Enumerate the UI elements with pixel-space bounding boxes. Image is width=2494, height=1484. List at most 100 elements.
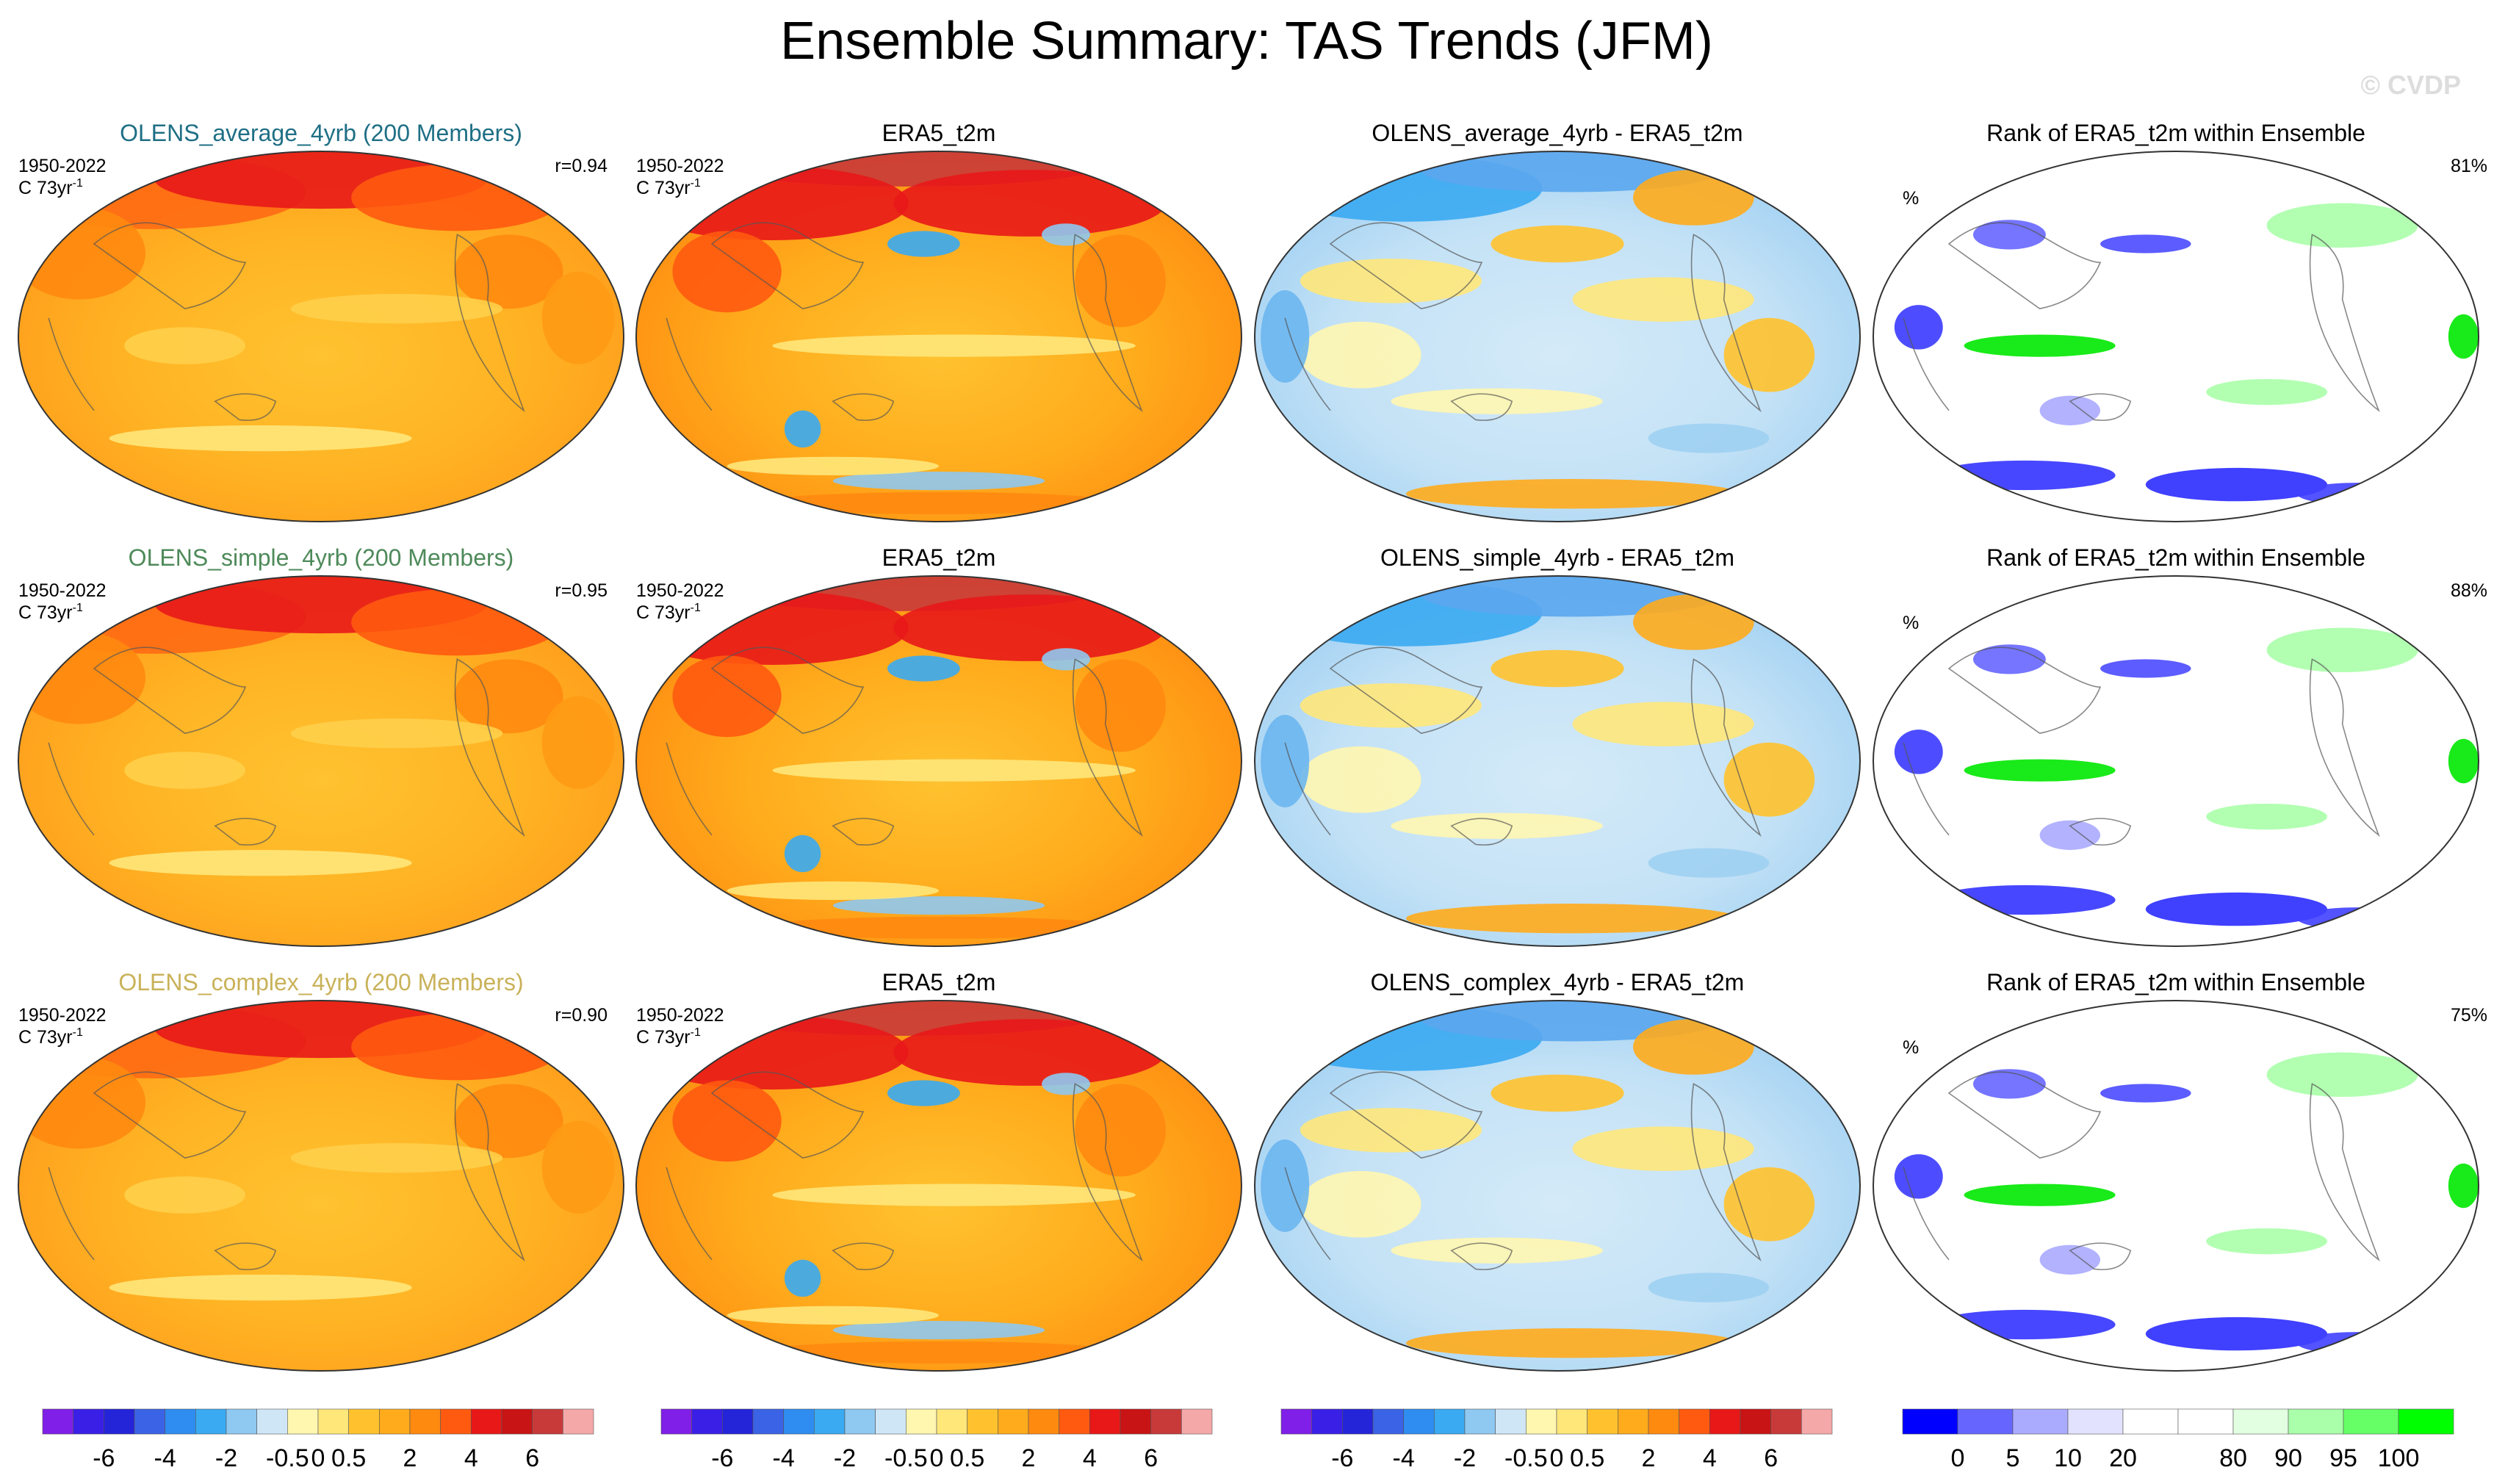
anomaly-region (1042, 1073, 1091, 1095)
panel-title: OLENS_simple_4yrb - ERA5_t2m (1380, 544, 1734, 571)
anomaly-region (1723, 1167, 1815, 1242)
rank-percent-label: 75% (2451, 1005, 2487, 1026)
anomaly-region (2145, 892, 2327, 926)
coastline (666, 1167, 713, 1261)
period-label: 1950-2022 (636, 580, 724, 601)
colorbar-swatch (1740, 1408, 1771, 1435)
map-panel: Rank of ERA5_t2m within Ensemble% 75% (1873, 969, 2487, 1372)
period-label: 1950-2022 (18, 1005, 107, 1026)
anomaly-region (784, 410, 821, 448)
colorbar-swatch (2398, 1408, 2454, 1435)
colorbar-swatch (1028, 1408, 1059, 1435)
anomaly-region (1933, 460, 2116, 491)
correlation-label: r=0.94 (555, 156, 608, 176)
units-label: C 73yr-1 (636, 602, 701, 623)
colorbar-swatch (1150, 1408, 1182, 1435)
anomaly-region (290, 1143, 503, 1173)
anomaly-region (672, 655, 782, 738)
anomaly-region (2039, 1245, 2100, 1275)
colorbar-tick-label: -4 (773, 1444, 795, 1472)
anomaly-region (290, 294, 503, 324)
anomaly-region (2448, 314, 2479, 359)
anomaly-region (541, 271, 615, 364)
anomaly-region (1572, 702, 1754, 746)
anomaly-region (1964, 759, 2116, 782)
colorbar-swatch (440, 1408, 472, 1435)
coastline (48, 317, 95, 411)
correlation-label: r=0.95 (555, 580, 608, 601)
colorbar-swatch (844, 1408, 876, 1435)
anomaly-region (1406, 1328, 1740, 1358)
colorbar-swatch (1902, 1408, 1958, 1435)
anomaly-region (2039, 395, 2100, 425)
anomaly-region (727, 881, 939, 900)
anomaly-region (124, 1176, 245, 1214)
anomaly-region (1391, 1237, 1603, 1264)
colorbar-tick-label: -2 (834, 1444, 856, 1472)
anomaly-region (772, 759, 1136, 782)
anomaly-region (290, 718, 503, 749)
colorbar-tick-label: 0.5 (331, 1444, 366, 1472)
map-outline (1873, 1000, 2479, 1372)
coastline (1903, 742, 1950, 836)
anomaly-region (1964, 334, 2116, 357)
colorbar-swatch (317, 1408, 349, 1435)
colorbar-tick-label: 6 (1144, 1444, 1158, 1472)
colorbar-swatch (1464, 1408, 1496, 1435)
colorbar-swatch (1434, 1408, 1466, 1435)
map-panel: OLENS_simple_4yrb - ERA5_t2m (1254, 544, 1861, 947)
units-exponent: -1 (73, 177, 83, 190)
anomaly-region (727, 1305, 939, 1325)
units-exponent: -1 (691, 1026, 701, 1039)
colorbar-tick-label: 4 (1703, 1444, 1717, 1472)
map-features (1894, 1052, 2479, 1355)
anomaly-region (2206, 803, 2328, 830)
correlation-label: r=0.90 (555, 1005, 608, 1026)
colorbar-swatch (906, 1408, 937, 1435)
units-label: C 73yr-1 (18, 1026, 83, 1048)
colorbar-tick-label: -2 (1454, 1444, 1476, 1472)
anomaly-region (541, 1120, 615, 1214)
units-label: C 73yr-1 (636, 1026, 701, 1048)
panel-title: Rank of ERA5_t2m within Ensemble (1986, 544, 2365, 571)
map-outline (1254, 151, 1861, 522)
coastline (48, 1167, 95, 1261)
anomaly-region (672, 1080, 782, 1162)
anomaly-region (1972, 644, 2046, 674)
anomaly-region (1406, 479, 1740, 509)
anomaly-region (454, 234, 563, 309)
coastline (1072, 1083, 1143, 1262)
colorbar-swatch (1280, 1408, 1312, 1435)
coastline (710, 222, 865, 310)
colorbar-swatch (1618, 1408, 1649, 1435)
anomaly-region (2206, 378, 2328, 406)
map-panel: Rank of ERA5_t2m within Ensemble% 88% (1873, 544, 2487, 947)
anomaly-region (1261, 290, 1310, 383)
anomaly-region (1723, 742, 1815, 817)
coastline (2309, 658, 2380, 838)
colorbar-swatch (1770, 1408, 1802, 1435)
map-panel: OLENS_complex_4yrb - ERA5_t2m (1254, 969, 1861, 1372)
anomaly-region (893, 1019, 1166, 1086)
map-panel: OLENS_average_4yrb (200 Members) 1950-202… (18, 120, 624, 522)
anomaly-region (2266, 1052, 2418, 1098)
colorbar-swatch (2232, 1408, 2289, 1435)
anomaly-region (832, 471, 1045, 491)
colorbar-tick-label: 6 (525, 1444, 539, 1472)
panel-title: Rank of ERA5_t2m within Ensemble (1986, 969, 2365, 995)
anomaly-region (1933, 885, 2116, 915)
colorbar-row: -6 -4 -2 -0.5 0 0.5 2 4 6 -6 -4 -2 -0.5 0 0.5 2 4 6 -6 -4 -2… (42, 1408, 2454, 1472)
anomaly-region (1261, 1139, 1310, 1232)
map-panel: Rank of ERA5_t2m within Ensemble% 81% (1873, 120, 2487, 522)
coastline (2309, 1083, 2380, 1262)
anomaly-region (2039, 820, 2100, 850)
anomaly-region (1300, 321, 1421, 389)
period-label: 1950-2022 (18, 156, 107, 176)
anomaly-region (1491, 225, 1624, 263)
units-text: C 73yr (18, 178, 73, 198)
colorbar-tick-label: 90 (2274, 1444, 2302, 1472)
colorbar-swatch (1495, 1408, 1527, 1435)
anomaly-region (1648, 1272, 1770, 1303)
